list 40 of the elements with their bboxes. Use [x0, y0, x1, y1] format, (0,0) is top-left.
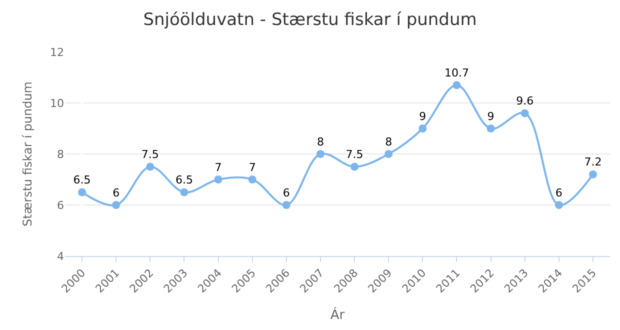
data-label: 7.2: [584, 156, 602, 169]
point: [180, 188, 188, 196]
y-tick-label: 8: [57, 148, 64, 161]
point: [112, 201, 120, 209]
point: [248, 176, 256, 184]
data-label: 6: [112, 186, 120, 200]
data-label: 7.5: [141, 148, 159, 161]
point: [418, 124, 427, 132]
point: [146, 162, 154, 171]
point: [520, 109, 529, 118]
point: [350, 162, 359, 171]
point: [282, 201, 290, 209]
data-label: 8: [316, 135, 324, 148]
data-label: 10.7: [444, 66, 469, 80]
point: [316, 150, 324, 158]
y-tick-label: 4: [57, 250, 64, 263]
point: [384, 150, 393, 158]
point: [452, 81, 461, 90]
point: [554, 201, 563, 209]
data-label: 6: [282, 186, 290, 200]
y-tick-label: 12: [50, 46, 64, 59]
point: [588, 170, 597, 178]
point: [486, 124, 495, 132]
data-label: 9: [487, 110, 494, 123]
data-label: 6.5: [73, 174, 91, 186]
y-tick-label: 6: [57, 198, 64, 212]
data-label: 7: [214, 160, 222, 174]
data-label: 7.5: [346, 148, 364, 161]
chart-title: Snjóölduvatn - Stærstu fiskar í pundum: [143, 10, 477, 30]
data-label: 6: [555, 186, 562, 200]
point: [78, 188, 86, 196]
x-axis-title: Ár: [330, 306, 346, 324]
point: [214, 176, 222, 184]
data-label: 8: [385, 135, 392, 148]
data-label: 9.6: [516, 94, 534, 108]
data-label: 6.5: [175, 174, 193, 186]
data-label: 7: [248, 160, 256, 174]
y-tick-label: 10: [50, 96, 64, 110]
y-axis-title: Stærstu fiskar í pundum: [20, 82, 34, 226]
data-label: 9: [419, 110, 426, 123]
